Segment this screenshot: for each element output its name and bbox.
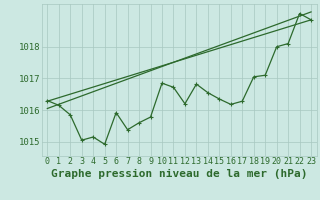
X-axis label: Graphe pression niveau de la mer (hPa): Graphe pression niveau de la mer (hPa)	[51, 169, 308, 179]
